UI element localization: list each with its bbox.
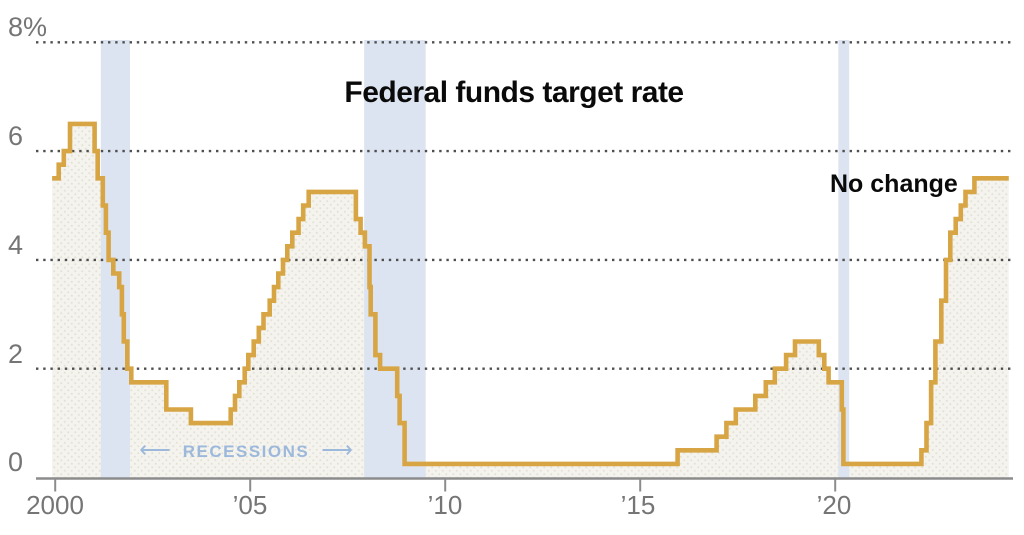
recessions-label: RECESSIONS (182, 442, 310, 461)
rate-line (52, 121, 1009, 467)
y-axis-tick-label: 6 (8, 121, 24, 151)
recessions-annotation: ⟵ RECESSIONS ⟶ (139, 437, 353, 463)
y-axis-tick-label: 8% (8, 12, 48, 42)
y-axis-tick-label: 0 (8, 447, 24, 477)
x-axis-tick-label: 2000 (26, 490, 84, 520)
y-axis-tick-label: 4 (8, 230, 24, 260)
x-axis-tick-label: ’20 (816, 490, 852, 520)
x-axis-tick-label: ’05 (232, 490, 268, 520)
y-axis-tick-label: 2 (8, 339, 24, 369)
no-change-annotation: No change (830, 170, 958, 198)
x-axis-tick-label: ’15 (620, 490, 656, 520)
x-axis-tick-label: ’10 (427, 490, 463, 520)
rate-area-fill (52, 123, 1009, 479)
left-arrow-icon: ⟵ (139, 437, 171, 462)
chart-title: Federal funds target rate (344, 76, 684, 109)
right-arrow-icon: ⟶ (321, 437, 353, 462)
recession-band (364, 40, 426, 479)
